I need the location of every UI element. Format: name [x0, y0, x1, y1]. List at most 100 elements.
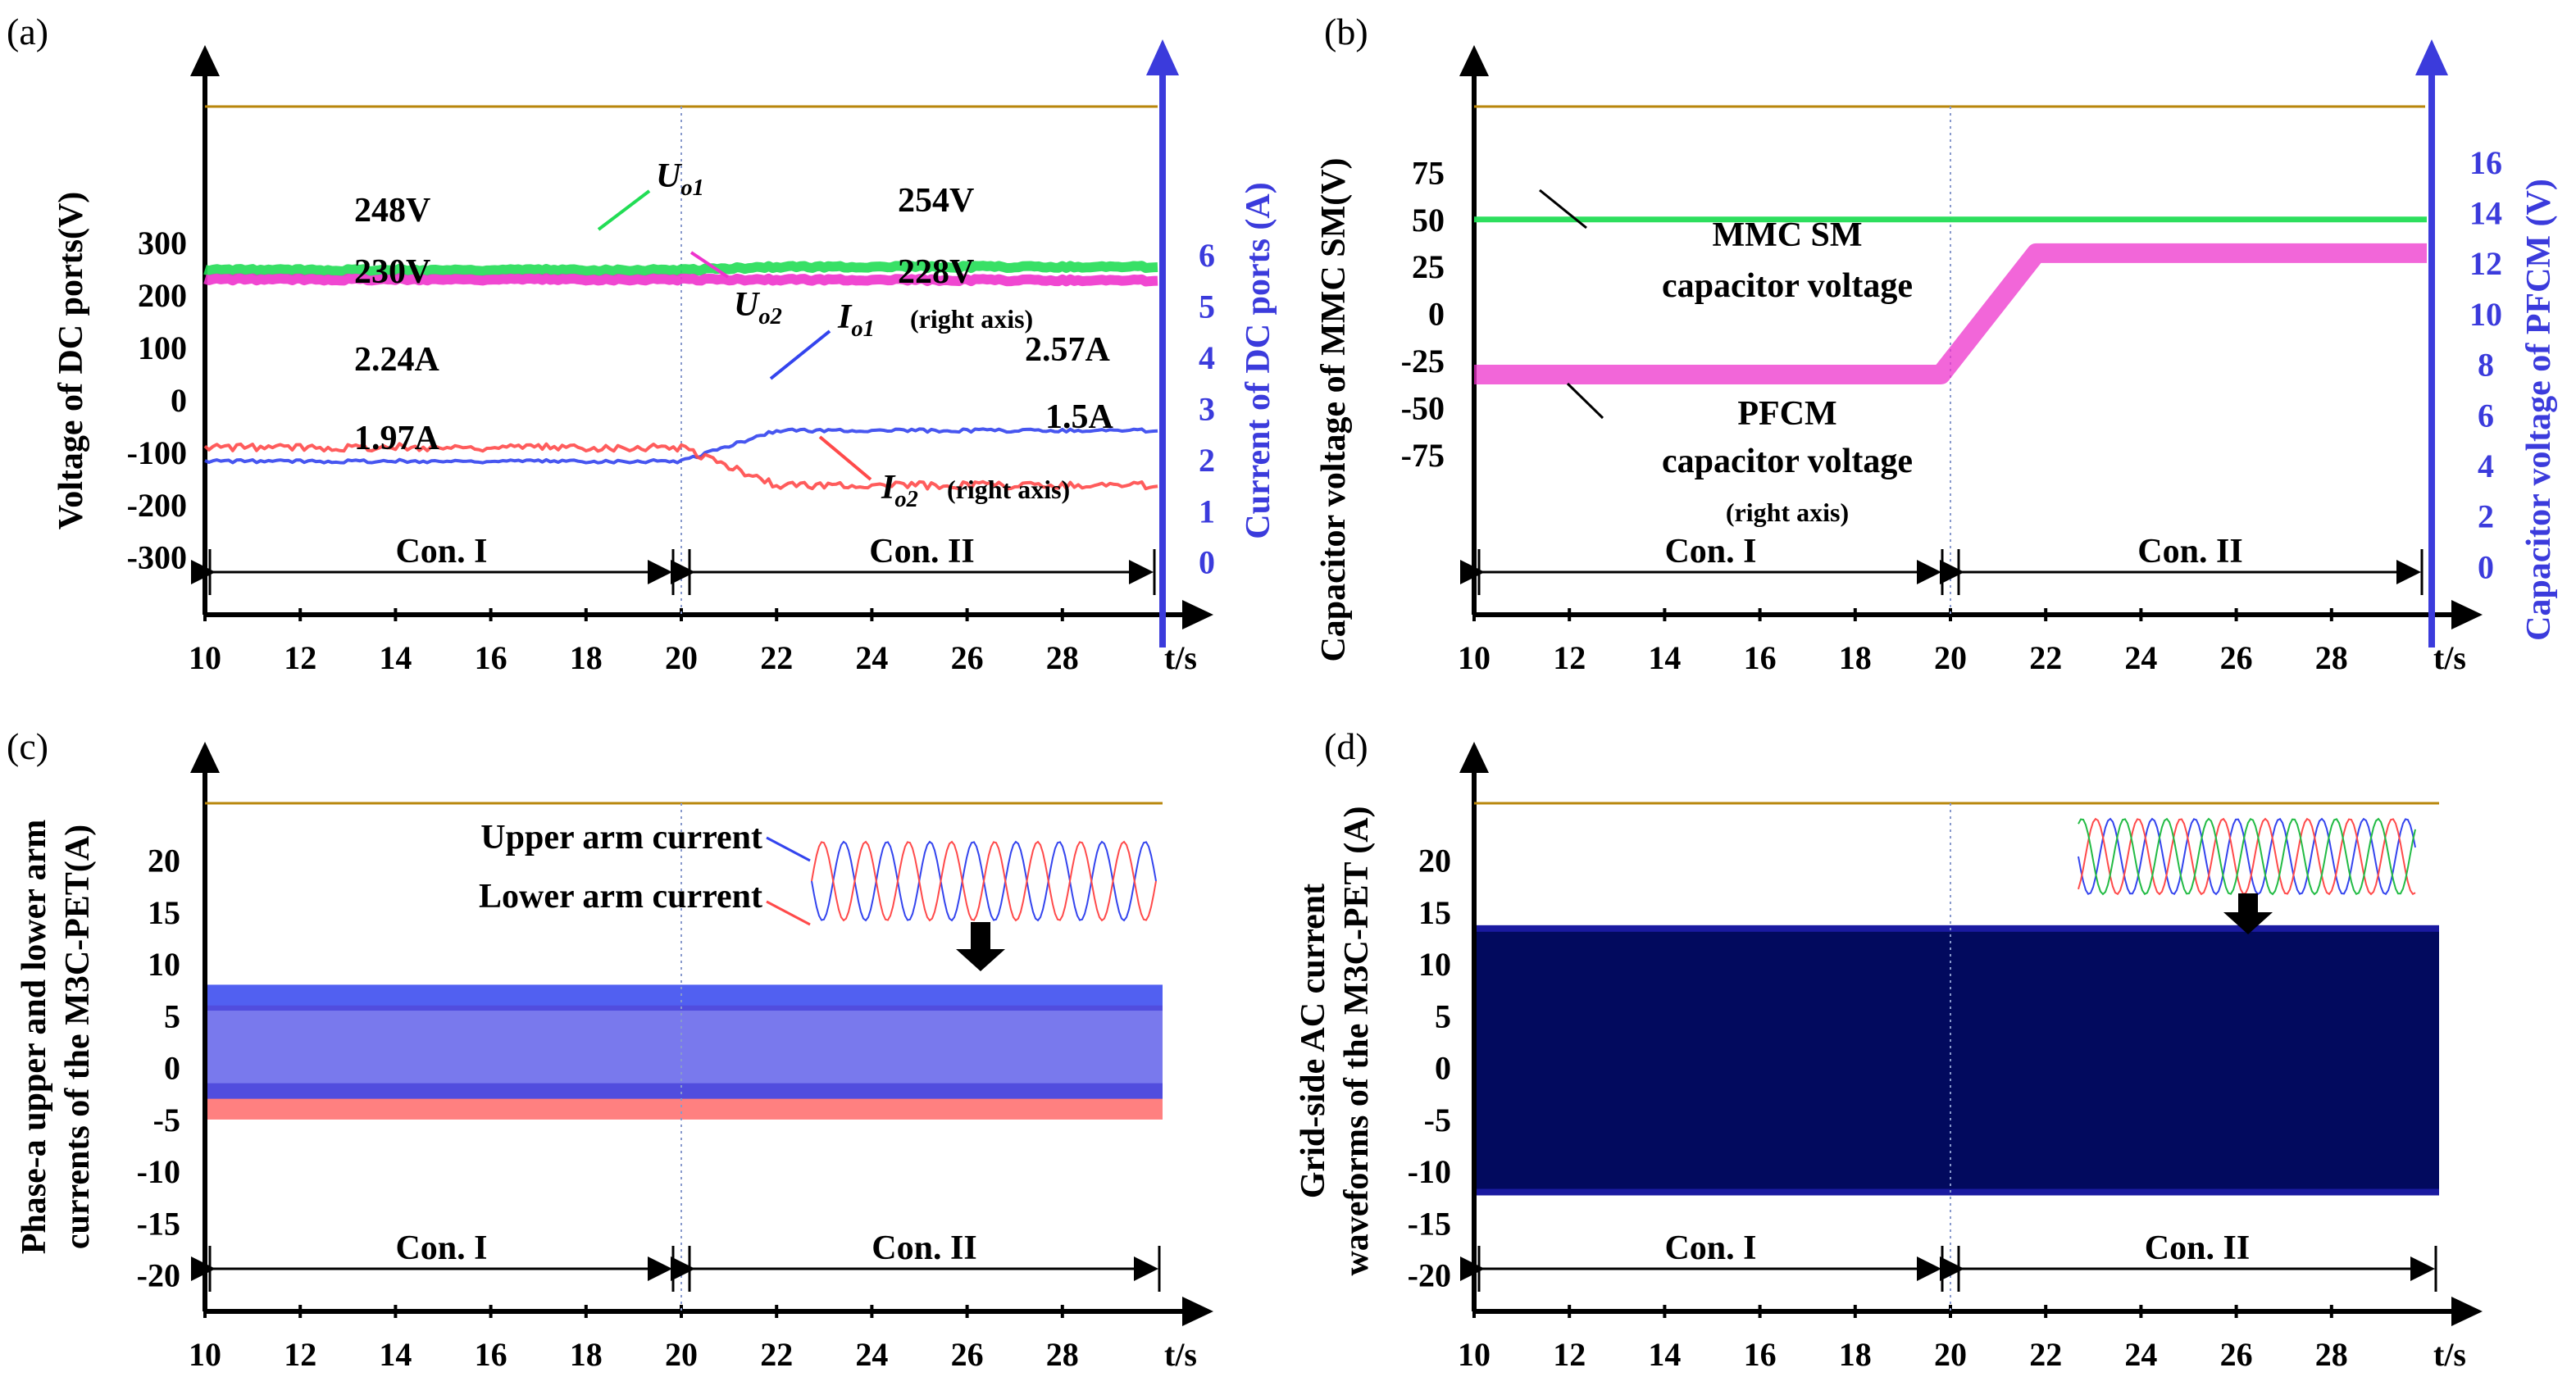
x-tick-label: 14 — [379, 639, 412, 676]
y-tick-label: -50 — [1401, 389, 1445, 426]
label-1-5a: 1.5A — [1045, 398, 1114, 436]
x-axis-arrowhead — [2451, 1297, 2483, 1326]
x-tick-label: 24 — [2124, 1336, 2157, 1373]
y-tick-label: 10 — [148, 946, 180, 983]
y-axis-arrowhead — [190, 45, 220, 76]
inset-phase-2 — [2078, 817, 2416, 896]
x-tick-label: 10 — [189, 639, 221, 676]
segment-label-con1: Con. I — [395, 1229, 487, 1267]
y2-axis-label: Capacitor voltage of PFCM (V) — [2520, 179, 2558, 641]
x-tick-label: 20 — [1934, 639, 1967, 676]
label-230v: 230V — [354, 253, 430, 291]
x-tick-label: 20 — [665, 639, 698, 676]
panel-label: (a) — [7, 11, 48, 52]
panel-label: (d) — [1324, 725, 1368, 767]
x-tick-label: 22 — [2029, 639, 2062, 676]
series-Uo1 — [203, 261, 1159, 276]
label-upper-arm: Upper arm current — [480, 819, 762, 857]
x-tick-label: 14 — [379, 1336, 412, 1373]
y2-tick-label: 8 — [2478, 347, 2494, 384]
y-tick-label: 5 — [164, 997, 180, 1034]
segment-label-con1: Con. I — [1664, 533, 1756, 570]
label-2-24a: 2.24A — [354, 341, 440, 379]
label-2-57a: 2.57A — [1025, 331, 1111, 369]
y-tick-label: 100 — [138, 329, 187, 366]
x-tick-label: 18 — [570, 639, 603, 676]
y-tick-label: -15 — [1408, 1205, 1451, 1242]
y2-tick-label: 3 — [1199, 390, 1215, 427]
y-tick-label: 15 — [1418, 894, 1451, 931]
x-tick-label: 28 — [2315, 639, 2348, 676]
series-Io2 — [203, 442, 1158, 491]
panel-label: (c) — [7, 725, 48, 767]
y-tick-label: 25 — [1412, 248, 1445, 285]
label-228v: 228V — [898, 253, 974, 291]
y-tick-label: 15 — [148, 894, 180, 931]
x-tick-label: 26 — [951, 639, 984, 676]
y2-tick-label: 6 — [1199, 237, 1215, 274]
y-tick-label: 300 — [138, 225, 187, 261]
y-axis-arrowhead — [1459, 742, 1489, 773]
x-tick-label: 22 — [760, 1336, 793, 1373]
x-tick-label: 16 — [1744, 639, 1777, 676]
y-axis-label-1: Grid-side AC current — [1295, 884, 1332, 1198]
band-ac-current — [1474, 927, 2439, 1193]
y-axis-label: Capacitor voltage of MMC SM(V) — [1315, 157, 1353, 661]
y2-tick-label: 0 — [2478, 548, 2494, 585]
x-tick-label: 20 — [1934, 1336, 1967, 1373]
panel-d: (d) 10 12 14 16 18 20 22 24 26 28 t/s Con. I Con. II 2… — [1295, 725, 2483, 1373]
segment-label-con2: Con. II — [869, 533, 974, 570]
y-tick-label: 75 — [1412, 154, 1445, 191]
label-io2: Io2 — [881, 469, 918, 512]
x-tick-label: 24 — [2124, 639, 2157, 676]
x-tick-label: 14 — [1648, 639, 1681, 676]
label-1-97a: 1.97A — [354, 420, 440, 457]
x-tick-label: 18 — [1839, 1336, 1872, 1373]
x-axis-label: t/s — [1164, 1336, 1197, 1373]
y-tick-label: -15 — [137, 1205, 180, 1242]
y-tick-label: -5 — [1424, 1102, 1451, 1138]
y-axis-arrowhead — [1459, 45, 1489, 76]
inset-phase-0 — [2078, 817, 2416, 896]
x-tick-label: 26 — [2220, 639, 2253, 676]
x-axis-arrowhead — [2451, 600, 2483, 629]
segment-label-con2: Con. II — [872, 1229, 976, 1267]
label-io1-note: (right axis) — [910, 304, 1033, 334]
x-axis-label: t/s — [2433, 1336, 2466, 1373]
inset-lower-arm — [811, 840, 1157, 922]
label-mmc-1: MMC SM — [1712, 216, 1862, 254]
y-axis-label-2: currents of the M3C-PET(A) — [59, 825, 97, 1249]
y-tick-label: -20 — [1408, 1257, 1451, 1294]
y-tick-label: -5 — [153, 1102, 180, 1138]
y-tick-label: 20 — [1418, 843, 1451, 879]
y-tick-label: -75 — [1401, 437, 1445, 474]
y-tick-label: 0 — [171, 382, 187, 419]
series-Io1 — [204, 427, 1158, 465]
leader-pfcm — [1566, 382, 1604, 420]
x-tick-label: 10 — [189, 1336, 221, 1373]
right-axis-arrowhead — [1146, 39, 1179, 75]
label-248v: 248V — [354, 192, 430, 229]
segment-label-con2: Con. II — [2137, 533, 2242, 570]
y-tick-label: 0 — [1435, 1050, 1451, 1087]
series-magenta — [1474, 243, 2427, 384]
x-tick-label: 26 — [2220, 1336, 2253, 1373]
x-tick-label: 12 — [1553, 1336, 1586, 1373]
x-tick-label: 18 — [1839, 639, 1872, 676]
y-tick-label: 200 — [138, 277, 187, 314]
label-io2-note: (right axis) — [947, 475, 1070, 504]
x-tick-label: 14 — [1648, 1336, 1681, 1373]
inset-waveform — [811, 840, 1157, 922]
x-tick-label: 28 — [1046, 1336, 1079, 1373]
band-upper-arm — [205, 984, 1163, 1099]
band-overlap — [205, 1011, 1163, 1084]
y-tick-label: 0 — [1428, 296, 1445, 333]
y-axis-label-2: waveforms of the M3C-PET (A) — [1338, 806, 1376, 1275]
x-tick-label: 12 — [284, 639, 316, 676]
y2-tick-label: 10 — [2469, 296, 2502, 333]
y-tick-label: -300 — [127, 539, 187, 576]
y2-tick-label: 4 — [2478, 448, 2494, 484]
band-edge-top — [1474, 925, 2439, 932]
label-254v: 254V — [898, 182, 974, 220]
